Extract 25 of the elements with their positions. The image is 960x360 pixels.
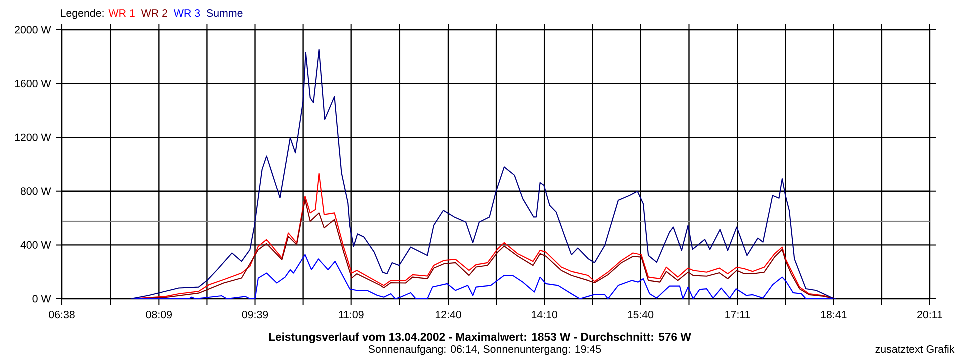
text: WR 2	[141, 10, 168, 17]
y-tick-label: 0 W	[32, 295, 52, 303]
x-tick-label: 11:09	[339, 311, 364, 319]
y-tick-label: 1200 W	[15, 134, 52, 142]
x-tick-label: 12:40	[436, 311, 462, 319]
y-tick-label: 1600 W	[15, 80, 52, 88]
x-tick-label: 18:41	[821, 311, 847, 319]
line-series	[130, 49, 837, 299]
x-tick-label: 09:39	[242, 311, 268, 319]
x-tick-label: 15:40	[628, 311, 654, 319]
x-tick-label: 14:10	[532, 311, 558, 319]
text: WR 3	[174, 10, 200, 18]
x-tick-label: 20:11	[918, 311, 942, 319]
x-tick-label: 08:09	[146, 311, 172, 319]
y-tick-label: 2000 W	[15, 26, 52, 34]
text: zusatztext Grafik	[876, 345, 955, 354]
x-tick-label: 17:11	[726, 311, 750, 318]
y-tick-label: 800 W	[20, 188, 52, 196]
text: Leistungsverlauf vom 13.04.2002 - Maximalwert: 1853 W - Durchschnitt: 576 W	[269, 332, 692, 344]
legend-title: Legende:	[61, 9, 104, 20]
y-tick-label: 400 W	[20, 241, 52, 249]
text: Sonnenaufgang: 06:14, Sonnenuntergang: 19:45	[368, 345, 602, 356]
text: WR 1	[108, 10, 135, 17]
x-tick-label: 06:38	[49, 311, 75, 319]
text: Summe	[206, 10, 243, 18]
